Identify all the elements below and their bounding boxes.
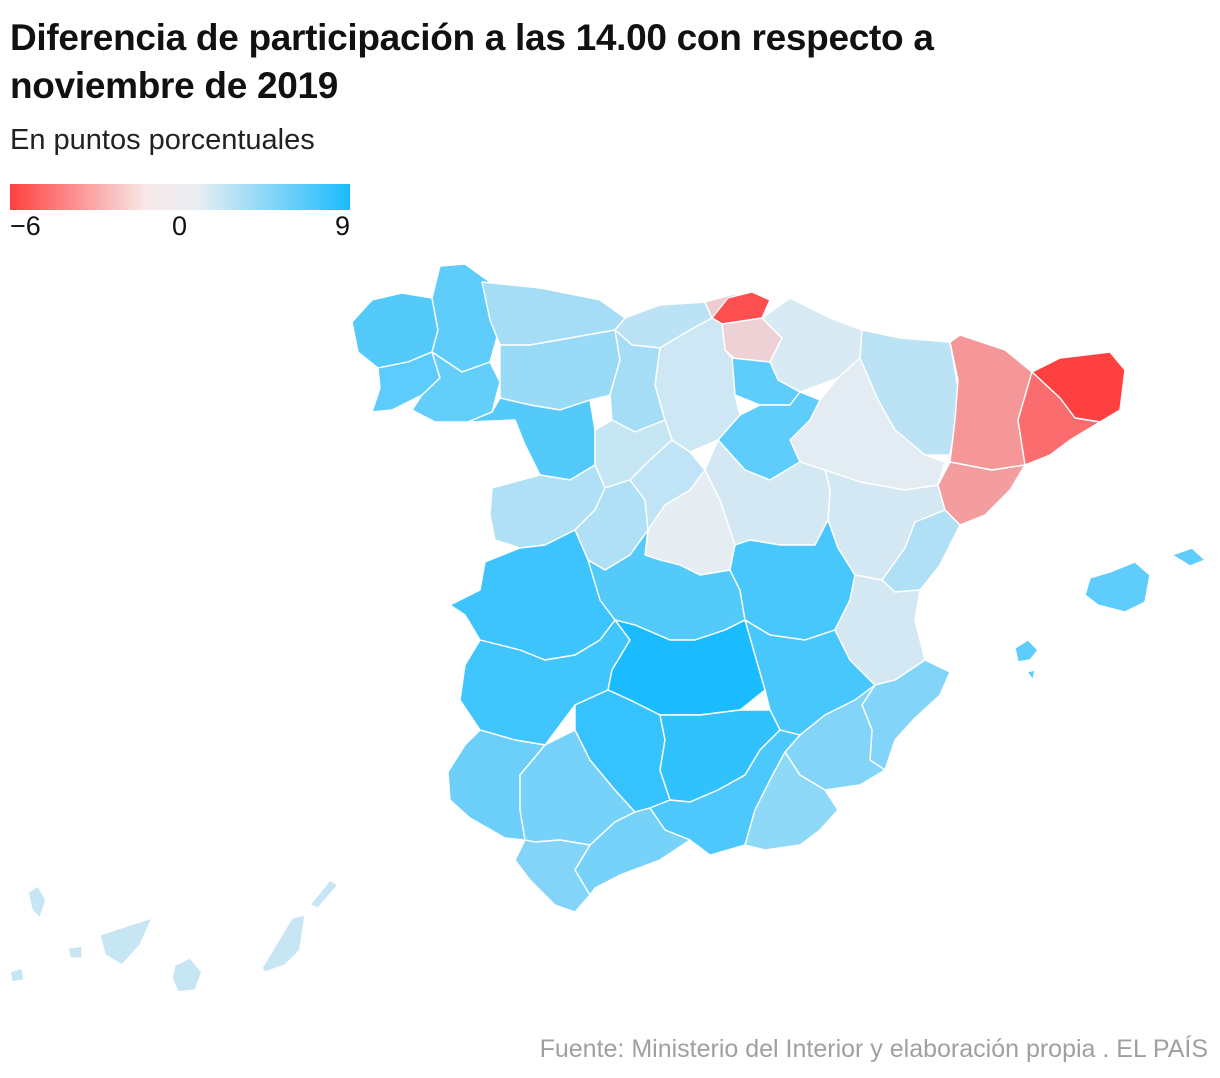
province-barcelona[interactable]: Barcelona: -4.5 bbox=[1017, 371, 1101, 466]
province-tarragona[interactable]: Tarragona: -2.8 bbox=[937, 461, 1026, 526]
province-lleida[interactable]: Lleida: -3 bbox=[949, 334, 1033, 471]
chart-subtitle: En puntos porcentuales bbox=[10, 124, 315, 156]
province-malaga[interactable]: Málaga: 5 bbox=[574, 807, 691, 896]
legend-gradient-bar bbox=[10, 184, 350, 210]
source-credit: Fuente: Ministerio del Interior y elabor… bbox=[539, 1035, 1208, 1063]
province-leon[interactable]: León: 3.5 bbox=[499, 329, 621, 411]
color-legend: −6 0 9 bbox=[10, 184, 350, 244]
legend-zero-label: 0 bbox=[172, 211, 188, 241]
province-ciudad-real[interactable]: Ciudad Real: 9 bbox=[607, 619, 766, 716]
legend-min-label: −6 bbox=[10, 211, 41, 241]
chart-title: Diferencia de participación a las 14.00 … bbox=[10, 17, 934, 106]
province-lugo[interactable]: Lugo: 6 bbox=[431, 263, 501, 373]
province-las-palmas[interactable]: Las Palmas: 1.5 bbox=[171, 879, 339, 993]
province-almeria[interactable]: Almería: 4 bbox=[744, 751, 839, 851]
legend-max-label: 9 bbox=[334, 211, 350, 241]
spain-province-map: A Coruña: 6.5Lugo: 6Pontevedra: 6.2Ouren… bbox=[9, 263, 1206, 993]
province-santa-cruz-de-tenerife[interactable]: Santa Cruz de Tenerife: 1.5 bbox=[9, 885, 153, 983]
province-illes-balears[interactable]: Illes Balears: 6 bbox=[1014, 547, 1206, 681]
province-valencia[interactable]: Valencia: 1 bbox=[834, 574, 926, 686]
